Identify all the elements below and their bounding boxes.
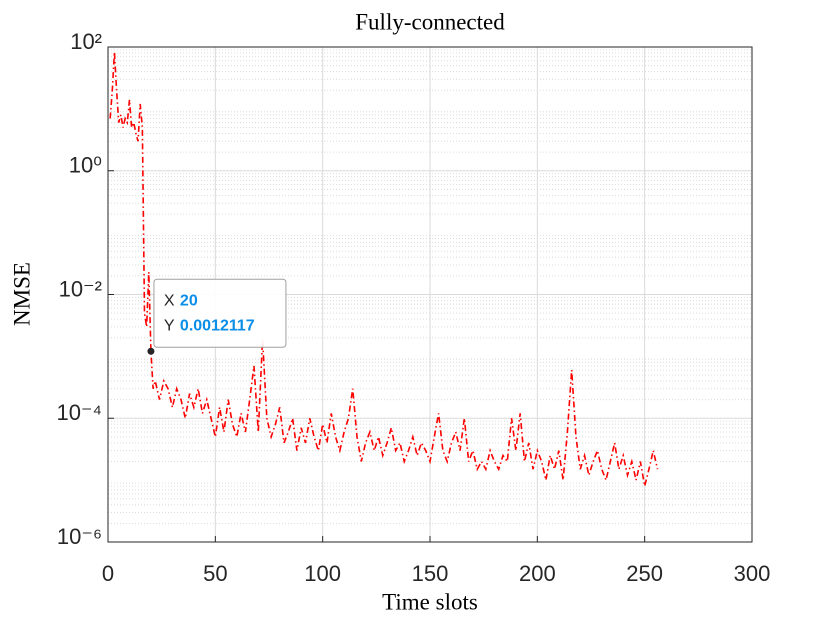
datatip-x-value: 20	[180, 292, 198, 309]
chart-title: Fully-connected	[355, 9, 505, 34]
y-axis-label: NMSE	[9, 262, 34, 326]
x-tick-label: 100	[304, 561, 341, 586]
y-tick-label: 10⁻⁴	[56, 400, 102, 425]
x-tick-label: 300	[734, 561, 771, 586]
x-axis-label: Time slots	[382, 589, 478, 614]
x-tick-label: 250	[626, 561, 663, 586]
datatip-x-label: X	[164, 292, 175, 309]
x-tick-label: 150	[412, 561, 449, 586]
datatip-box	[153, 278, 287, 348]
y-tick-label: 10⁰	[69, 153, 102, 178]
x-tick-label: 50	[203, 561, 227, 586]
y-tick-label: 10²	[70, 29, 102, 54]
y-tick-label: 10⁻²	[59, 276, 102, 301]
axes-box	[107, 46, 753, 543]
datatip-marker	[147, 347, 155, 355]
datatip-y-value: 0.0012117	[180, 317, 255, 334]
datatip-y-label: Y	[164, 317, 175, 334]
x-tick-label: 200	[519, 561, 556, 586]
y-tick-label: 10⁻⁶	[57, 524, 102, 549]
data-line	[109, 51, 659, 487]
x-tick-label: 0	[102, 561, 114, 586]
